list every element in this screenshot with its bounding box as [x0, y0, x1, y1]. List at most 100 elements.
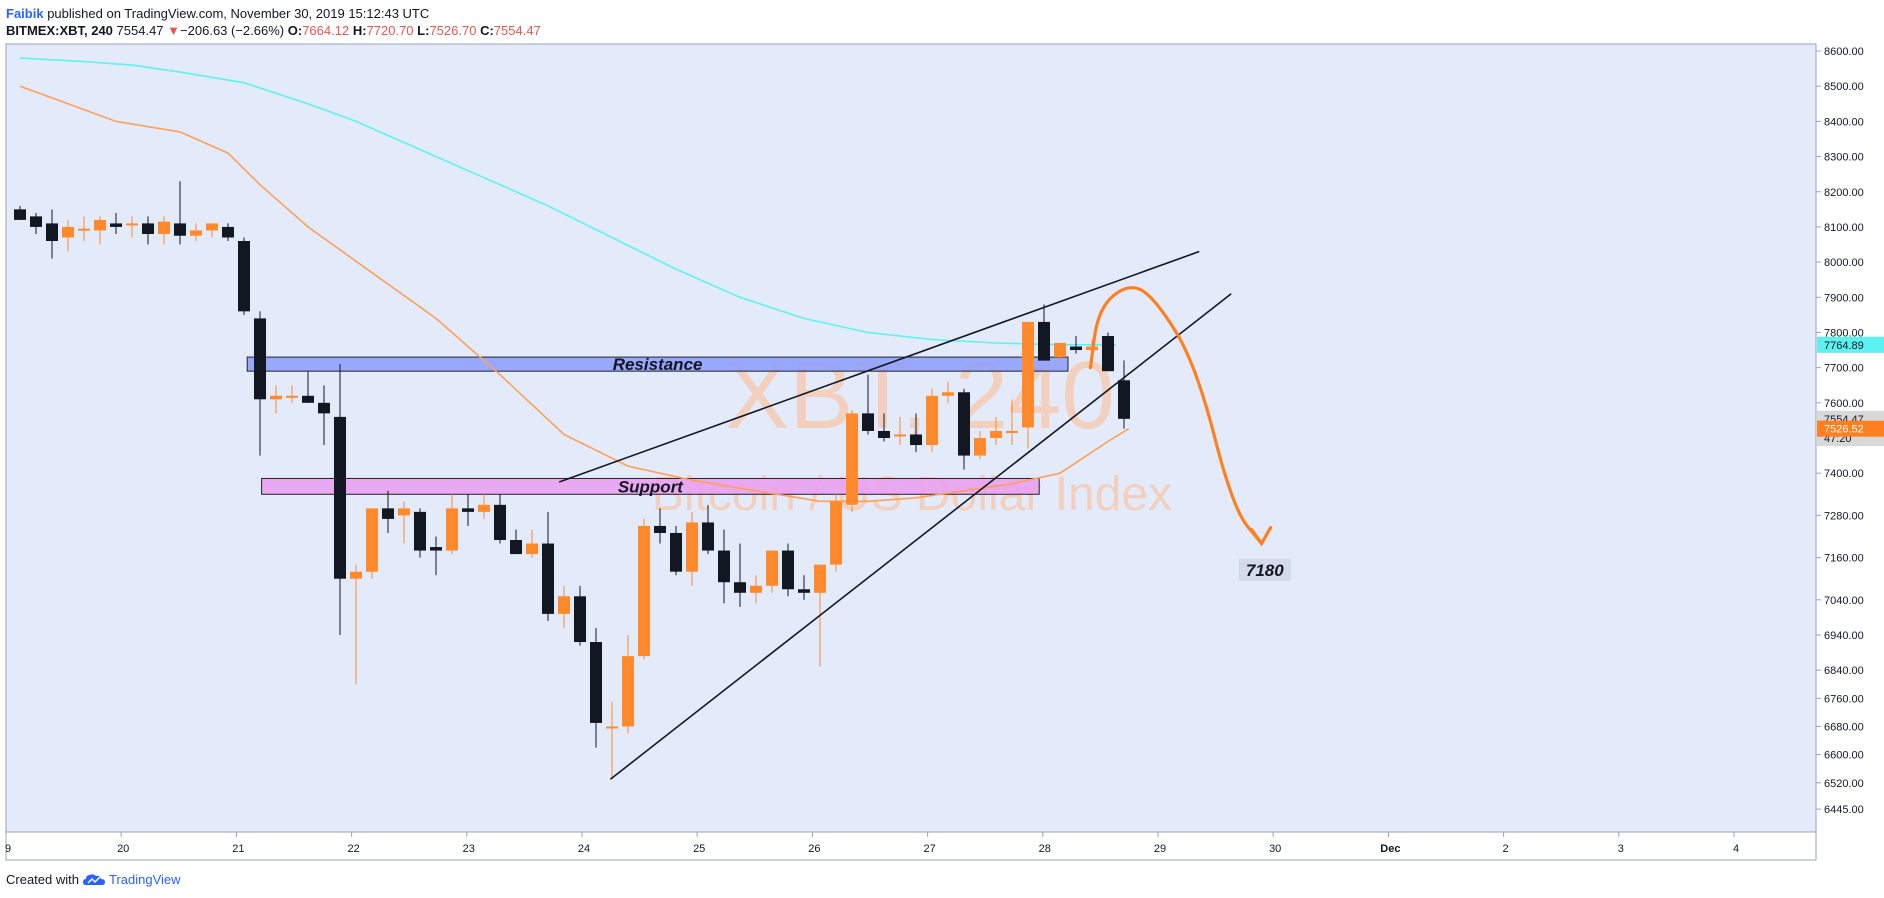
symbol-label[interactable]: BITMEX:XBT, 240: [6, 23, 113, 38]
candle-body: [606, 726, 618, 729]
price-tick-label: 7900.00: [1824, 292, 1864, 304]
candle-body: [894, 434, 906, 437]
support-zone: [261, 477, 1040, 495]
candle-body: [238, 241, 250, 312]
author-link[interactable]: Faibik: [6, 6, 44, 21]
candle-body: [286, 395, 298, 398]
price-tick-label: 6520.00: [1824, 778, 1864, 790]
price-tick-label: 8500.00: [1824, 81, 1864, 93]
time-tick-label: 30: [1269, 843, 1281, 855]
candle-body: [1038, 321, 1050, 361]
price-tag-label: 7764.89: [1824, 340, 1864, 352]
candle-body: [398, 508, 410, 516]
candle-body: [174, 223, 186, 236]
price-tick-label: 7040.00: [1824, 595, 1864, 607]
candle-body: [14, 209, 26, 220]
chart-header: Faibik published on TradingView.com, Nov…: [6, 5, 541, 39]
candle-body: [382, 508, 394, 519]
price-tick-label: 7160.00: [1824, 553, 1864, 565]
ma-orange-line: [19, 85, 1130, 503]
time-tick-label: 20: [117, 843, 129, 855]
price-tick-label: 6680.00: [1824, 721, 1864, 733]
price-tick-label: 6600.00: [1824, 750, 1864, 762]
candle-body: [318, 402, 330, 414]
close-value: 7554.47: [493, 23, 541, 38]
price-tick-label: 7700.00: [1824, 363, 1864, 375]
low-label: L:: [417, 23, 430, 38]
candle-body: [462, 508, 474, 512]
price-tick-label: 6940.00: [1824, 630, 1864, 642]
time-tick-label: 24: [578, 843, 590, 855]
candle-body: [990, 430, 1002, 438]
time-tick-label: 9: [5, 843, 11, 855]
publish-line: Faibik published on TradingView.com, Nov…: [6, 5, 541, 22]
candle-body: [878, 430, 890, 438]
candle-body: [638, 525, 650, 657]
price-tag-label: 7526.52: [1824, 424, 1864, 436]
price-chart[interactable]: XBT, 240 Bitcoin / US Dollar Index Resis…: [0, 0, 1884, 866]
time-tick-label: 3: [1618, 843, 1624, 855]
time-tick-label: 27: [923, 843, 935, 855]
candle-body: [718, 550, 730, 583]
created-with: Created with: [6, 872, 79, 887]
time-tick-label: 25: [693, 843, 705, 855]
time-axis[interactable]: [5, 831, 1817, 861]
time-tick-label: 23: [463, 843, 475, 855]
time-tick-labels: 9 20 21 22 23 24 25 26 27 28 29 30 Dec 2 3 4: [5, 832, 1739, 855]
candle-body: [974, 438, 986, 456]
candle-body: [110, 223, 122, 227]
candle-body: [750, 585, 762, 593]
target-label-box: [1238, 558, 1291, 581]
price-tick-label: 8200.00: [1824, 187, 1864, 199]
candle-body: [510, 540, 522, 555]
candle-body: [798, 589, 810, 593]
ma-cyan-line: [19, 57, 1116, 346]
drawings-layer: 7180: [558, 250, 1291, 780]
high-value: 7720.70: [366, 23, 414, 38]
candle-body: [302, 395, 314, 403]
candle-body: [1054, 343, 1066, 358]
candle-body: [270, 395, 282, 400]
candle-body: [1102, 335, 1114, 372]
candle-body: [366, 508, 378, 572]
time-tick-label: 26: [808, 843, 820, 855]
time-tick-label: Dec: [1380, 843, 1400, 855]
close-label: C:: [480, 23, 494, 38]
candle-body: [1006, 430, 1018, 433]
time-tick-label: 21: [232, 843, 244, 855]
price-tick-label: 7800.00: [1824, 327, 1864, 339]
candle-body: [782, 550, 794, 590]
high-label: H:: [352, 23, 367, 38]
last-price: 7554.47: [116, 23, 164, 38]
candle-body: [830, 501, 842, 565]
candle-body: [190, 230, 202, 236]
lower-trendline: [609, 293, 1232, 780]
price-tick-label: 7280.00: [1824, 510, 1864, 522]
price-tick-label: 6840.00: [1824, 665, 1864, 677]
candle-body: [62, 226, 74, 238]
price-tick-label: 6445.00: [1824, 804, 1864, 816]
footer: Created with TradingView: [6, 872, 181, 887]
candle-body: [1118, 380, 1130, 419]
tradingview-link[interactable]: TradingView: [108, 872, 181, 887]
price-tick-label: 7400.00: [1824, 468, 1864, 480]
price-tick-labels: 8600.00 8500.00 8400.00 8300.00 8200.00 8100.…: [1816, 46, 1864, 816]
candle-body: [446, 508, 458, 551]
candle-body: [558, 596, 570, 614]
zones-layer: Resistance Support: [246, 355, 1069, 496]
candle-body: [574, 596, 586, 643]
open-label: O:: [287, 23, 303, 38]
candle-body: [702, 522, 714, 551]
moving-averages: [19, 57, 1130, 503]
time-tick-label: 22: [347, 843, 359, 855]
candle-body: [1022, 321, 1034, 428]
price-tick-label: 7600.00: [1824, 398, 1864, 410]
ohlc-line: BITMEX:XBT, 240 7554.47 ▼−206.63 (−2.66%…: [6, 22, 541, 39]
candle-body: [142, 223, 154, 234]
candle-body: [766, 550, 778, 586]
candles-layer: [14, 181, 1130, 780]
tradingview-cloud-icon[interactable]: [82, 873, 105, 887]
candle-body: [254, 318, 266, 400]
candle-body: [158, 221, 170, 234]
